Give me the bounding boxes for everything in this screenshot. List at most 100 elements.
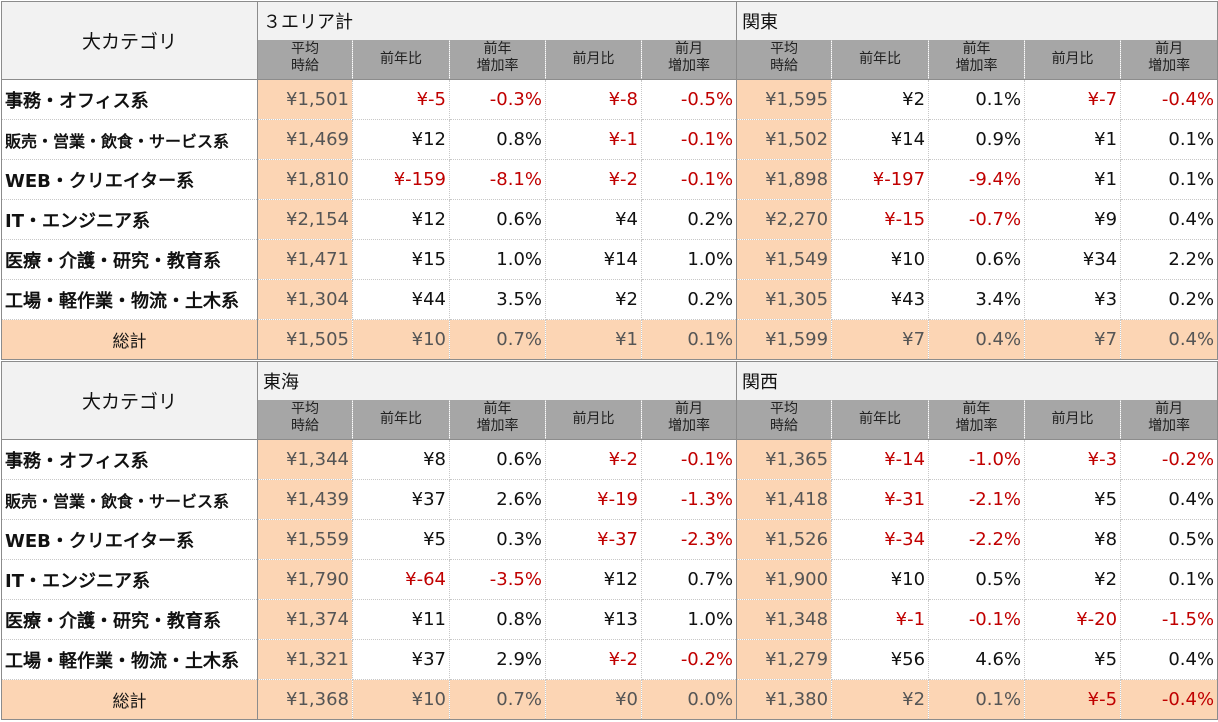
value-cell: 1.0% <box>641 239 738 280</box>
value-cell: ¥2 <box>1024 559 1122 600</box>
value-cell: -8.1% <box>449 159 546 200</box>
value-cell: ¥2 <box>545 279 642 320</box>
column-header: 前月 増加率 <box>641 39 738 80</box>
value-cell: ¥15 <box>352 239 450 280</box>
value-cell: ¥4 <box>545 199 642 240</box>
column-header: 前月比 <box>545 399 642 440</box>
value-cell: ¥12 <box>352 199 450 240</box>
value-cell: -0.1% <box>641 439 738 480</box>
column-header-line2: 時給 <box>291 57 319 74</box>
value-cell: ¥-7 <box>1024 79 1122 120</box>
category-cell: 工場・軽作業・物流・土木系 <box>1 279 258 320</box>
column-header: 前月 増加率 <box>1120 39 1218 80</box>
category-cell: 工場・軽作業・物流・土木系 <box>1 639 258 680</box>
value-cell: ¥-159 <box>352 159 450 200</box>
column-header-line1: 前年比 <box>380 50 422 67</box>
column-header-line1: 平均 <box>291 400 319 417</box>
value-cell: ¥-8 <box>545 79 642 120</box>
column-header-line1: 平均 <box>291 40 319 57</box>
value-cell: 0.3% <box>449 519 546 560</box>
value-cell: ¥8 <box>1024 519 1122 560</box>
column-header: 前年 増加率 <box>449 399 546 440</box>
avg-wage-cell: ¥2,154 <box>257 199 353 240</box>
column-header: 前月比 <box>1024 39 1122 80</box>
column-header: 前月比 <box>545 39 642 80</box>
value-cell: ¥1 <box>1024 159 1122 200</box>
column-header-line1: 前年比 <box>859 410 902 427</box>
avg-wage-cell: ¥1,368 <box>257 679 353 720</box>
column-header: 前年比 <box>352 399 450 440</box>
column-header: 前年 増加率 <box>928 39 1026 80</box>
table-row: IT・エンジニア系 ¥2,154 ¥12 0.6% ¥4 0.2% ¥2,270 ¥-15 -0… <box>1 199 1218 240</box>
value-cell: ¥10 <box>352 679 450 720</box>
value-cell: ¥5 <box>1024 639 1122 680</box>
value-cell: -0.7% <box>928 199 1026 240</box>
value-cell: ¥0 <box>545 679 642 720</box>
category-cell: IT・エンジニア系 <box>1 559 258 600</box>
header-row-columns: 平均 時給 前年比 前年 増加率 前月比 前月 増加率 平均 時給 前年比 前年 増加率 前月比 前月 増加率 <box>2 399 1218 440</box>
avg-wage-cell: ¥1,505 <box>257 319 353 360</box>
value-cell: 0.8% <box>449 119 546 160</box>
value-cell: -0.1% <box>641 159 738 200</box>
value-cell: 0.6% <box>449 199 546 240</box>
table-row: WEB・クリエイター系 ¥1,810 ¥-159 -8.1% ¥-2 -0.1% ¥1,89… <box>1 159 1218 200</box>
avg-wage-cell: ¥1,900 <box>736 559 833 600</box>
value-cell: 0.4% <box>1120 319 1218 360</box>
value-cell: ¥56 <box>831 639 930 680</box>
value-cell: -2.1% <box>928 479 1026 520</box>
value-cell: ¥-2 <box>545 159 642 200</box>
value-cell: ¥8 <box>352 439 450 480</box>
column-header-line1: 前年 <box>962 40 991 57</box>
avg-wage-cell: ¥1,559 <box>257 519 353 560</box>
value-cell: ¥43 <box>831 279 930 320</box>
column-header: 前年 増加率 <box>449 39 546 80</box>
column-header-line2: 増加率 <box>955 417 998 434</box>
column-header-line2: 増加率 <box>1148 57 1191 74</box>
column-header-line2: 時給 <box>291 417 319 434</box>
value-cell: ¥-5 <box>352 79 450 120</box>
value-cell: 0.1% <box>1120 159 1218 200</box>
value-cell: ¥-37 <box>545 519 642 560</box>
table-row: 事務・オフィス系 ¥1,501 ¥-5 -0.3% ¥-8 -0.5% ¥1,595 ¥2 0.… <box>1 79 1218 120</box>
value-cell: ¥10 <box>831 559 930 600</box>
value-cell: 1.0% <box>449 239 546 280</box>
table-row: 医療・介護・研究・教育系 ¥1,374 ¥11 0.8% ¥13 1.0% ¥1,348 ¥-… <box>1 599 1218 640</box>
region-header: 関西 <box>736 361 1218 400</box>
value-cell: -0.5% <box>641 79 738 120</box>
value-cell: 0.2% <box>641 279 738 320</box>
avg-wage-cell: ¥1,526 <box>736 519 833 560</box>
value-cell: ¥1 <box>545 319 642 360</box>
value-cell: -0.4% <box>1120 679 1218 720</box>
value-cell: ¥12 <box>352 119 450 160</box>
column-header-line2: 増加率 <box>668 57 711 74</box>
value-cell: 2.6% <box>449 479 546 520</box>
value-cell: -0.1% <box>641 119 738 160</box>
total-row: 総計 ¥1,505 ¥10 0.7% ¥1 0.1% ¥1,599 ¥7 0.4% ¥7 0.4% <box>1 319 1218 360</box>
value-cell: ¥-64 <box>352 559 450 600</box>
column-header: 前月比 <box>1024 399 1122 440</box>
table-row: WEB・クリエイター系 ¥1,559 ¥5 0.3% ¥-37 -2.3% ¥1,526 ¥-… <box>1 519 1218 560</box>
value-cell: -1.5% <box>1120 599 1218 640</box>
avg-wage-cell: ¥1,595 <box>736 79 833 120</box>
column-header: 前月 増加率 <box>641 399 738 440</box>
value-cell: ¥9 <box>1024 199 1122 240</box>
value-cell: ¥7 <box>1024 319 1122 360</box>
value-cell: 3.4% <box>928 279 1026 320</box>
value-cell: ¥-20 <box>1024 599 1122 640</box>
category-cell: 医療・介護・研究・教育系 <box>1 239 258 280</box>
avg-wage-cell: ¥1,418 <box>736 479 833 520</box>
value-cell: ¥34 <box>1024 239 1122 280</box>
column-header-line1: 前月 <box>1155 40 1184 57</box>
column-header-line2: 増加率 <box>1148 417 1191 434</box>
category-cell: 事務・オフィス系 <box>1 439 258 480</box>
avg-wage-cell: ¥1,810 <box>257 159 353 200</box>
value-cell: 0.1% <box>928 79 1026 120</box>
column-header-line1: 平均 <box>770 400 799 417</box>
column-header-line1: 前月比 <box>572 50 615 67</box>
value-cell: 0.7% <box>641 559 738 600</box>
total-row: 総計 ¥1,368 ¥10 0.7% ¥0 0.0% ¥1,380 ¥2 0.1% ¥-5 -0.4… <box>1 679 1218 720</box>
value-cell: ¥5 <box>1024 479 1122 520</box>
column-header: 平均 時給 <box>257 39 353 80</box>
column-header-line1: 前月 <box>1155 400 1184 417</box>
